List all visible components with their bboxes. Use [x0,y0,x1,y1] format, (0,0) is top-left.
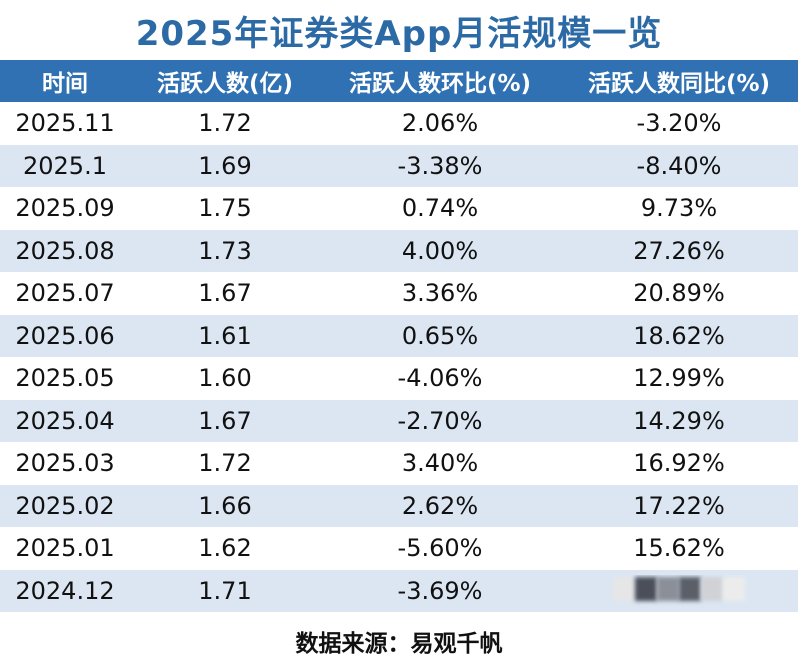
cell-yoy: 27.26% [633,236,725,265]
cell-mom: 0.74% [401,194,479,223]
cell-yoy: -3.20% [636,109,722,138]
table-row: 2025.04 1.67 -2.70% 14.29% [0,399,798,442]
table-header: 时间 活跃人数(亿) 活跃人数环比(%) 活跃人数同比(%) [0,60,798,102]
cell-mom: -3.38% [397,151,483,180]
cell-mom: 0.65% [401,321,479,350]
cell-yoy: -8.40% [636,151,722,180]
cell-active-users: 1.73 [198,236,252,265]
table-row: 2025.09 1.75 0.74% 9.73% [0,187,798,230]
data-source-note: 数据来源：易观千帆 [295,630,503,657]
cell-time: 2025.03 [15,449,115,478]
cell-yoy: 15.62% [633,534,725,563]
column-header-yoy: 活跃人数同比(%) [587,71,771,97]
cell-time: 2025.09 [15,194,115,223]
column-header-mom: 活跃人数环比(%) [348,71,532,97]
cell-yoy: 20.89% [633,279,725,308]
table-row: 2025.05 1.60 -4.06% 12.99% [0,357,798,400]
cell-active-users: 1.66 [198,491,252,520]
cell-yoy: 17.22% [633,491,725,520]
cell-mom: 3.36% [401,279,479,308]
cell-time: 2025.07 [15,279,115,308]
table-row: 2025.11 1.72 2.06% -3.20% [0,102,798,145]
data-table: 时间 活跃人数(亿) 活跃人数环比(%) 活跃人数同比(%) 2025.11 1… [0,60,798,612]
cell-active-users: 1.75 [198,194,252,223]
cell-mom: -3.69% [397,576,483,605]
table-row: 2025.02 1.66 2.62% 17.22% [0,484,798,527]
cell-active-users: 1.67 [198,279,252,308]
cell-time: 2025.1 [23,151,107,180]
table-row: 2025.07 1.67 3.36% 20.89% [0,272,798,315]
cell-active-users: 1.67 [198,406,252,435]
page-title: 2025年证券类App月活规模一览 [135,13,663,54]
cell-active-users: 1.71 [198,576,252,605]
cell-time: 2025.04 [15,406,115,435]
table-row: 2025.1 1.69 -3.38% -8.40% [0,144,798,187]
table-row: 2025.08 1.73 4.00% 27.26% [0,229,798,272]
cell-active-users: 1.72 [198,449,252,478]
cell-active-users: 1.60 [198,364,252,393]
cell-time: 2025.05 [15,364,115,393]
cell-mom: -2.70% [397,406,483,435]
cell-time: 2025.06 [15,321,115,350]
cell-mom: -4.06% [397,364,483,393]
cell-time: 2024.12 [15,576,115,605]
cell-time: 2025.11 [15,109,115,138]
table-row: 2025.03 1.72 3.40% 16.92% [0,442,798,485]
cell-time: 2025.02 [15,491,115,520]
cell-active-users: 1.72 [198,109,252,138]
cell-mom: 2.62% [401,491,479,520]
cell-active-users: 1.62 [198,534,252,563]
table-row: 2025.06 1.61 0.65% 18.62% [0,314,798,357]
cell-active-users: 1.69 [198,151,252,180]
cell-mom: 3.40% [401,449,479,478]
cell-mom: 2.06% [401,109,479,138]
cell-time: 2025.01 [15,534,115,563]
cell-yoy: 14.29% [633,406,725,435]
table-row: 2024.12 1.71 -3.69% [0,569,798,612]
cell-yoy: 9.73% [640,194,718,223]
cell-mom: 4.00% [401,236,479,265]
cell-active-users: 1.61 [198,321,252,350]
column-header-time: 时间 [42,71,88,97]
cell-mom: -5.60% [397,534,483,563]
cell-yoy-redacted [560,575,798,607]
cell-yoy: 12.99% [633,364,725,393]
cell-time: 2025.08 [15,236,115,265]
cell-yoy: 16.92% [633,449,725,478]
column-header-active-users: 活跃人数(亿) [156,71,294,97]
cell-yoy: 18.62% [633,321,725,350]
redacted-mosaic [613,575,745,603]
table-row: 2025.01 1.62 -5.60% 15.62% [0,527,798,570]
